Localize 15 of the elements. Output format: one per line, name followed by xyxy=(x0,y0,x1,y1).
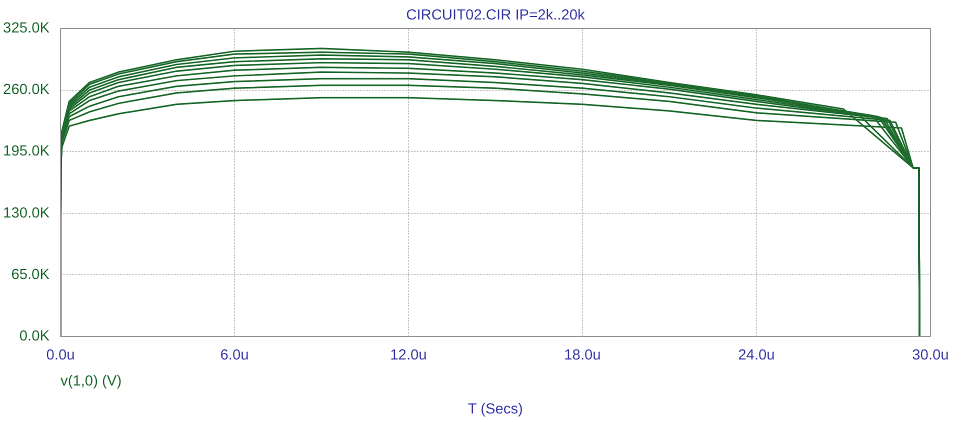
x-axis-title: T (Secs) xyxy=(468,402,523,418)
y-tick-label: 130.0K xyxy=(3,205,50,222)
x-tick-label: 24.0u xyxy=(738,348,775,364)
y-tick-label: 195.0K xyxy=(3,144,50,160)
x-tick-label: 6.0u xyxy=(220,348,249,364)
x-tick-label: 0.0u xyxy=(46,348,75,364)
text: v(1,0) (V) xyxy=(60,374,122,390)
y-tick-label: 260.0K xyxy=(3,82,50,98)
x-tick-label: 30.0u xyxy=(912,348,949,364)
x-tick-label: 18.0u xyxy=(564,348,601,364)
x-tick-label: 12.0u xyxy=(390,348,427,364)
y-tick-label: 65.0K xyxy=(11,266,50,283)
y-tick-label: 325.0K xyxy=(3,20,50,36)
chart-title: CIRCUIT02.CIR IP=2k..20k xyxy=(406,8,586,24)
y-tick-label: 0.0K xyxy=(19,328,50,344)
